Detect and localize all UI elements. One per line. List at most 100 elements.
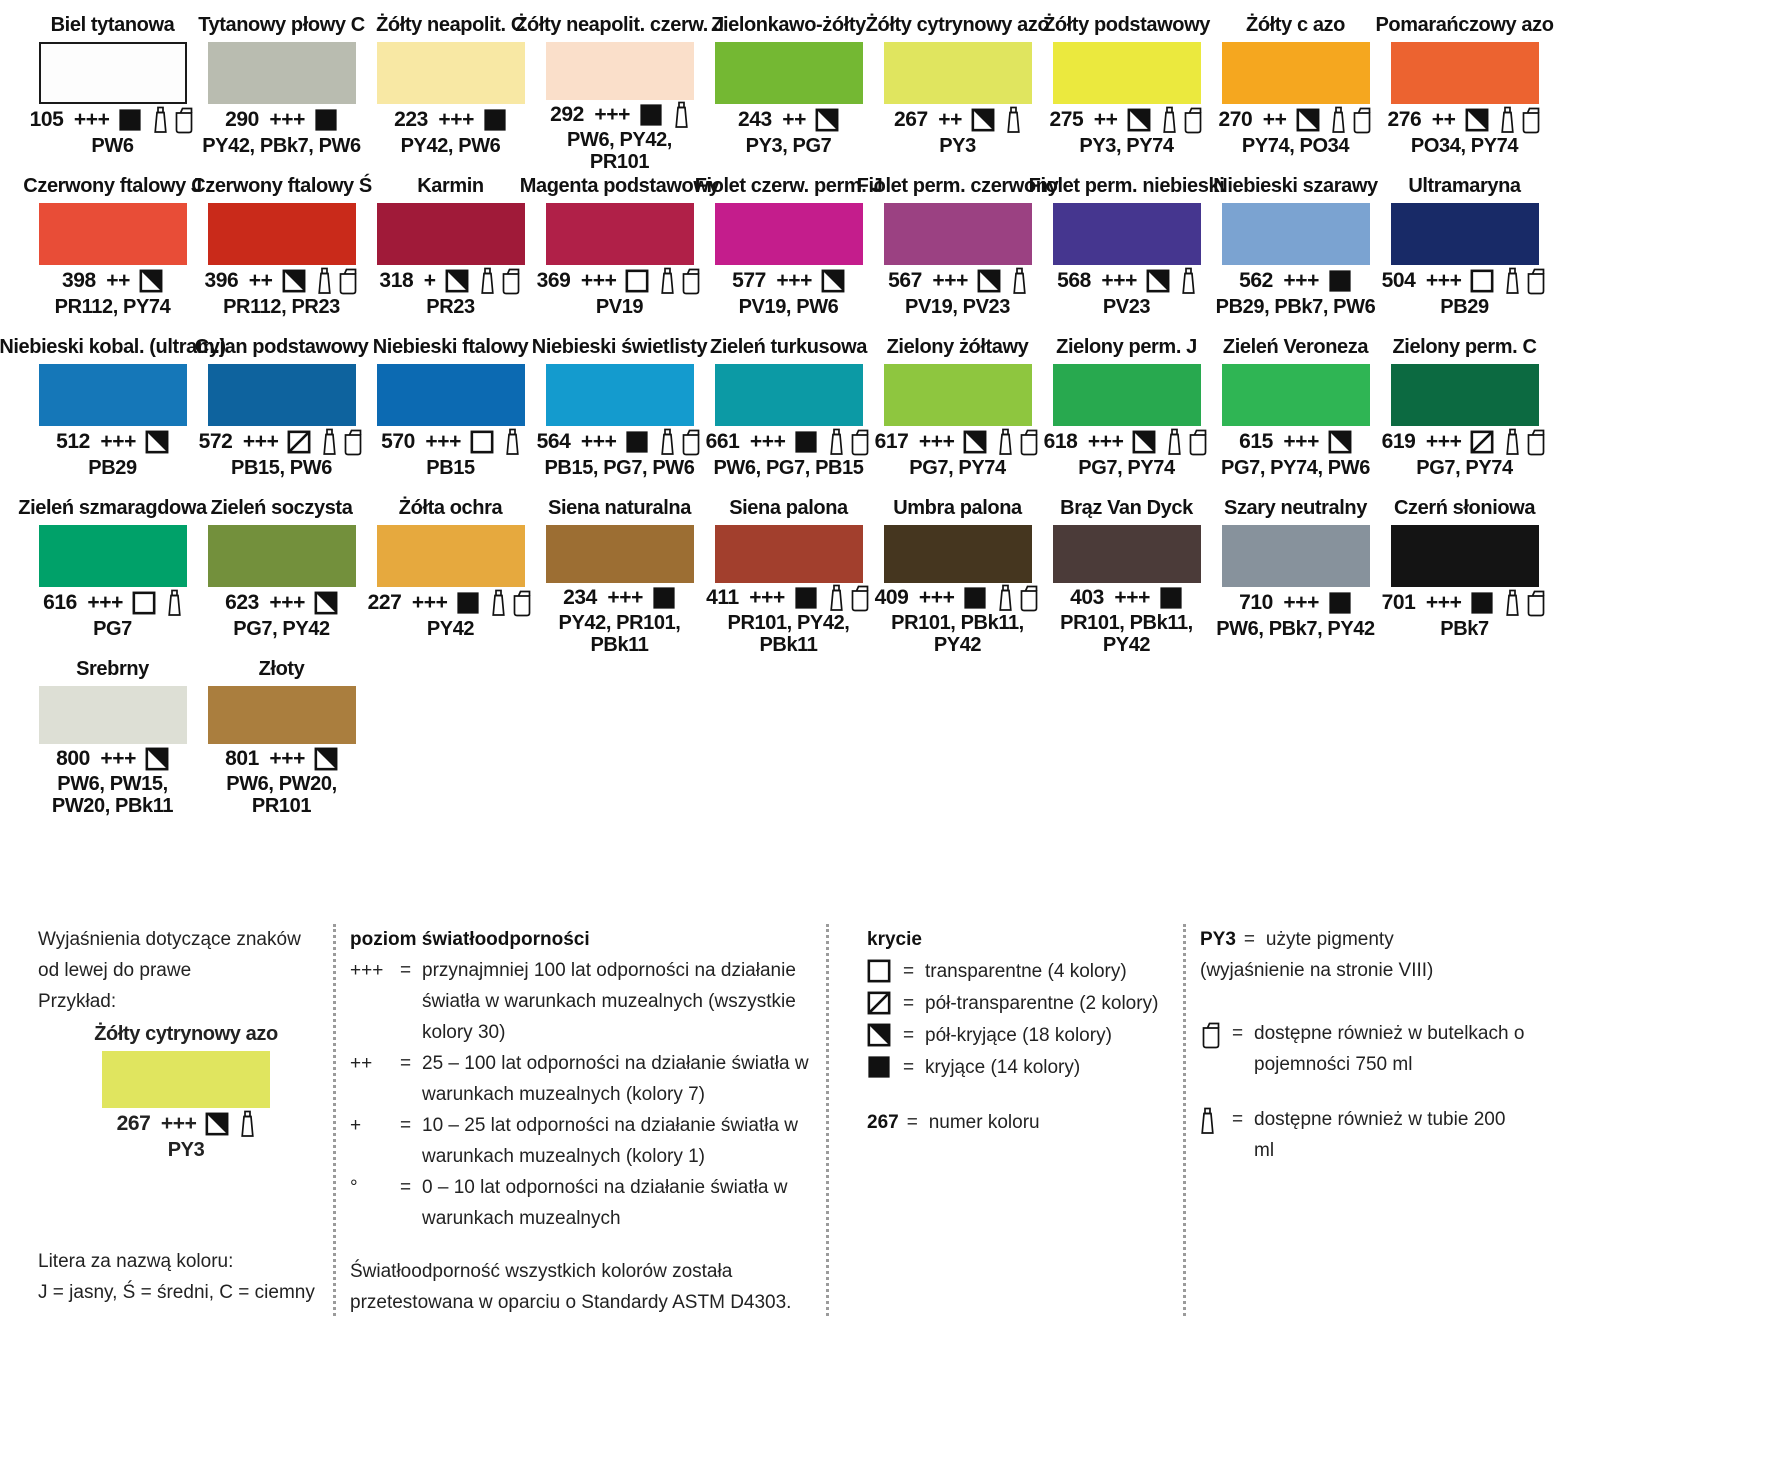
equals-sign: = — [400, 1115, 412, 1136]
opacity-icon — [1159, 586, 1183, 610]
paint-swatch — [38, 42, 187, 104]
paint-number: 403 — [1070, 585, 1104, 609]
opacity-icon — [205, 1112, 229, 1136]
lightfastness-marks: +++ — [237, 429, 279, 453]
pigment-codes: PY74, PO34 — [1241, 135, 1350, 157]
lightfastness-marks: +++ — [1277, 429, 1319, 453]
opacity-description: transparentne (4 kolory) — [925, 960, 1127, 982]
opacity-icon — [867, 959, 903, 983]
paint-number: 369 — [536, 268, 571, 292]
opacity-legend-title: krycie — [867, 929, 922, 950]
paint-swatch-cell: Zieleń Veroneza 615 +++ PG7, PY74, PW6 — [1211, 334, 1380, 495]
paint-name: Zieleń szmaragdowa — [18, 497, 207, 519]
bottle-icon — [1351, 106, 1373, 134]
tube-icon — [505, 428, 520, 456]
bottle-icon — [500, 267, 522, 295]
lightfastness-marks: +++ — [588, 102, 630, 126]
pigment-codes: PR112, PR23 — [223, 296, 340, 318]
paint-meta: 512 +++ — [56, 426, 169, 457]
paint-number: 105 — [29, 107, 64, 131]
lightfastness-marks: ++ — [243, 268, 273, 292]
opacity-icon — [282, 269, 306, 293]
lightfastness-marks: +++ — [601, 585, 643, 609]
paint-swatch-cell: Magenta podstawowy 369 +++ PV19 — [520, 173, 720, 334]
paint-name: Żółty cytrynowy azo — [94, 1023, 278, 1045]
opacity-description: pół-kryjące (18 kolory) — [925, 1024, 1112, 1046]
pigment-codes: PY42, PBk7, PW6 — [202, 135, 361, 157]
opacity-icon — [1132, 430, 1156, 454]
paint-name: Umbra palona — [893, 497, 1022, 519]
paint-meta: 562 +++ — [1239, 265, 1352, 296]
paint-swatch — [1221, 42, 1370, 104]
lightfastness-entry: + = 10 – 25 lat odporności na działanie … — [350, 1110, 815, 1172]
astm-note: Światłoodporność wszystkich kolorów zost… — [350, 1261, 792, 1313]
paint-swatch — [1221, 525, 1370, 587]
pigment-codes: PW6, PG7, PB15 — [713, 457, 864, 479]
opacity-legend-entry: = kryjące (14 kolory) — [867, 1051, 1172, 1083]
color-number-note: 267 = numer koloru — [867, 1107, 1172, 1138]
paint-swatch — [38, 364, 187, 426]
opacity-icon — [483, 108, 507, 132]
paint-number: 276 — [1387, 107, 1422, 131]
tube-icon — [660, 428, 675, 456]
pigment-codes: PB29 — [88, 457, 137, 479]
paint-swatch — [714, 364, 863, 426]
paint-name: Żółty neapolit. czerw. J — [515, 14, 724, 36]
tube-icon — [153, 106, 168, 134]
equals-sign: = — [903, 960, 915, 982]
paint-meta: 223 +++ — [394, 104, 507, 135]
opacity-icon — [821, 269, 845, 293]
pigment-codes: PG7 — [93, 618, 132, 640]
equals-sign: = — [1243, 929, 1256, 950]
paint-swatch-cell: Szary neutralny 710 +++ PW6, PBk7, PY42 — [1211, 495, 1380, 656]
paint-name: Biel tytanowa — [50, 14, 175, 36]
opacity-icon — [470, 430, 494, 454]
bottle-icon — [337, 267, 359, 295]
paint-meta: 275 ++ — [1049, 104, 1203, 135]
paint-number: 398 — [61, 268, 96, 292]
paint-swatch-cell: Ultramaryna 504 +++ PB29 — [1380, 173, 1549, 334]
opacity-icon — [815, 108, 839, 132]
paint-name: Szary neutralny — [1224, 497, 1367, 519]
lightfastness-marks: +++ — [263, 107, 305, 131]
paint-number: 661 — [705, 429, 740, 453]
tube-icon — [1167, 428, 1182, 456]
pigment-codes: PG7, PY42 — [233, 618, 330, 640]
pigment-codes: PY3, PY74 — [1079, 135, 1174, 157]
lightfastness-marks: +++ — [1277, 590, 1319, 614]
opacity-icon — [867, 1023, 903, 1047]
paint-number: 572 — [198, 429, 233, 453]
paint-number: 623 — [225, 590, 259, 614]
paint-meta: 577 +++ — [732, 265, 845, 296]
paint-name: Zielonkawo-żółty — [711, 14, 866, 36]
paint-name: Czerwony ftalowy Ś — [191, 175, 372, 197]
paint-swatch-cell: Zielonkawo-żółty 243 ++ PY3, PG7 — [704, 12, 873, 173]
lightfastness-marks: +++ — [263, 590, 305, 614]
lightfastness-marks: ++ — [932, 107, 962, 131]
pigment-codes: PO34, PY74 — [1410, 135, 1519, 157]
paint-number: 227 — [367, 590, 402, 614]
paint-swatch — [1390, 364, 1539, 426]
paint-swatch-cell: Fiolet czerw. perm. J 577 +++ PV19, PW6 — [695, 173, 883, 334]
lightfastness-marks: ++ — [776, 107, 806, 131]
lightfastness-marks: +++ — [743, 585, 785, 609]
paint-meta: 564 +++ — [537, 426, 703, 457]
opacity-icon — [1127, 108, 1151, 132]
lightfastness-marks: +++ — [406, 590, 448, 614]
tube-icon — [491, 589, 506, 617]
paint-meta: 701 +++ — [1382, 587, 1548, 618]
tube-icon — [1162, 106, 1177, 134]
paint-swatch — [883, 203, 1032, 265]
tube-icon — [480, 267, 495, 295]
paint-meta: 617 +++ — [875, 426, 1041, 457]
paint-swatch-cell: Czerwony ftalowy J 398 ++ PR112, PY74 — [23, 173, 202, 334]
lightfastness-title: poziom światłoodporności — [350, 929, 590, 950]
paint-meta: 318 + — [379, 265, 521, 296]
paint-name: Fiolet perm. niebieski — [1028, 175, 1225, 197]
paint-number: 570 — [381, 429, 415, 453]
pigment-codes: PB15, PW6 — [231, 457, 332, 479]
paint-swatch — [1390, 42, 1539, 104]
equals-sign: = — [1232, 1109, 1244, 1130]
paint-swatch — [1052, 525, 1201, 583]
